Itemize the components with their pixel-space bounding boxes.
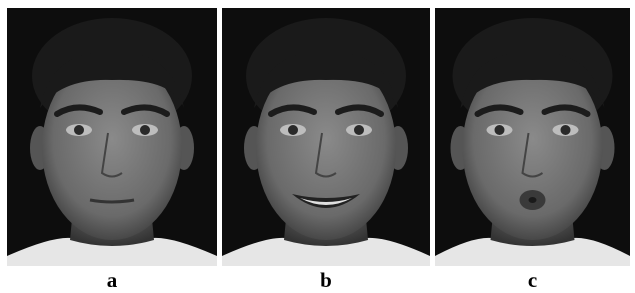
photo-panel (7, 8, 217, 266)
panel-label: c (528, 268, 537, 292)
photo-panel (435, 8, 630, 266)
photo-panel (222, 8, 430, 266)
iris (495, 125, 505, 135)
figure: a b c (0, 0, 635, 293)
mouth-center (529, 197, 537, 203)
iris (561, 125, 571, 135)
iris (140, 125, 150, 135)
panel-label: a (107, 268, 118, 292)
panel-label: b (320, 268, 332, 292)
iris (74, 125, 84, 135)
iris (354, 125, 364, 135)
iris (288, 125, 298, 135)
